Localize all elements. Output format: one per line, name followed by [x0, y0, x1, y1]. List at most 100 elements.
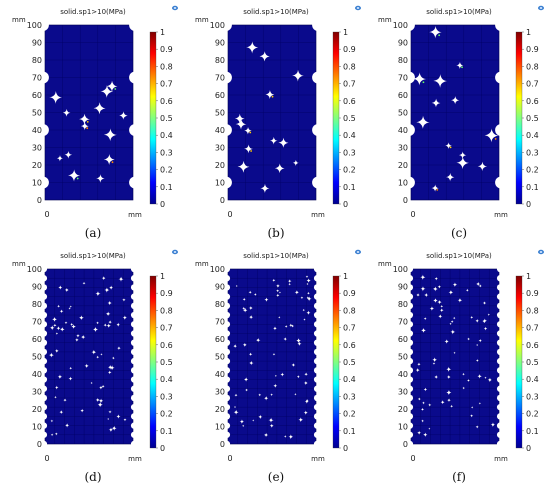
comsol-logo-icon [538, 5, 544, 11]
y-tick-label: 50 [398, 353, 408, 362]
x-tick-label: 0 [227, 210, 232, 219]
colorbar-tick-label: 0.9 [343, 289, 356, 298]
scalloped-edge [36, 19, 142, 189]
colorbar-tick-label: 0 [160, 200, 165, 209]
colorbar-tick-label: 1 [160, 28, 165, 37]
colorbar-tick-label: 0.6 [160, 97, 173, 106]
x-axis: 0 mm [227, 210, 325, 219]
y-tick-label: 60 [215, 91, 225, 100]
scalloped-edge [223, 265, 321, 448]
y-tick-label: 10 [32, 179, 42, 188]
y-tick-label: 90 [215, 39, 225, 48]
y-tick-label: 50 [398, 109, 408, 118]
comsol-logo-icon [172, 249, 178, 255]
y-tick-label: 70 [398, 318, 408, 327]
colorbar-tick-label: 0.8 [160, 62, 173, 71]
particle-grid [411, 25, 499, 200]
x-axis-unit: mm [128, 455, 142, 463]
void-pores [412, 25, 499, 192]
y-tick-label: 50 [215, 109, 225, 118]
panel-e: solid.sp1>10(MPa)mm010203040506070809010… [195, 249, 361, 484]
colorbar-tick-label: 0.2 [160, 410, 173, 419]
colorbar-tick-label: 0.1 [343, 183, 356, 192]
void-pores [48, 276, 128, 437]
colorbar-tick-label: 0.9 [160, 45, 173, 54]
panel-title: solid.sp1>10(MPa) [60, 8, 126, 16]
stress-domain [36, 19, 142, 201]
comsol-logo-icon [538, 249, 544, 255]
panel-c: solid.sp1>10(MPa)mm010203040506070809010… [378, 5, 544, 240]
colorbar-tick-label: 0.5 [343, 358, 356, 367]
x-tick-label: 0 [227, 454, 232, 463]
colorbar-tick-label: 0.3 [343, 148, 356, 157]
y-tick-label: 90 [32, 283, 42, 292]
colorbar-tick-label: 0.8 [343, 62, 356, 71]
colorbar-tick-label: 0.8 [526, 306, 539, 315]
y-tick-label: 80 [398, 56, 408, 65]
scalloped-edge [406, 265, 504, 448]
y-tick-label: 40 [32, 126, 42, 135]
panel-caption: (b) [267, 226, 284, 240]
x-axis-unit: mm [311, 211, 325, 219]
y-tick-label: 70 [32, 318, 42, 327]
y-axis: mm 0 10 20 30 40 50 60 70 80 90 100 [195, 260, 225, 449]
y-tick-label: 50 [32, 353, 42, 362]
y-axis-unit: mm [195, 260, 209, 268]
y-tick-label: 40 [215, 126, 225, 135]
y-tick-label: 90 [398, 283, 408, 292]
y-tick-label: 60 [215, 335, 225, 344]
void-pores [233, 275, 312, 440]
y-tick-label: 80 [398, 300, 408, 309]
colorbar-tick-label: 1 [526, 28, 531, 37]
y-tick-label: 10 [398, 179, 408, 188]
y-tick-label: 30 [215, 388, 225, 397]
colorbar-tick-label: 1 [343, 28, 348, 37]
colorbar-tick-label: 0.2 [343, 166, 356, 175]
y-tick-label: 80 [215, 300, 225, 309]
colorbar-tick-label: 0.8 [343, 306, 356, 315]
colorbar-tick-label: 0.7 [526, 324, 539, 333]
y-tick-label: 40 [32, 370, 42, 379]
colorbar-tick-label: 0.7 [343, 324, 356, 333]
y-tick-label: 0 [220, 440, 225, 449]
colorbar-tick-label: 0.2 [160, 166, 173, 175]
comsol-logo-icon [355, 249, 361, 255]
y-tick-label: 10 [215, 179, 225, 188]
y-axis: mm 0 10 20 30 40 50 60 70 80 90 100 [195, 16, 225, 205]
colorbar-tick-label: 1 [160, 272, 165, 281]
colorbar-tick-label: 0.9 [343, 45, 356, 54]
colorbar: 0 0.1 0.2 0.3 0.4 0.5 0.6 0.7 0.8 0.9 1 [515, 272, 539, 453]
colorbar-tick-label: 1 [343, 272, 348, 281]
y-tick-label: 10 [215, 423, 225, 432]
y-tick-label: 100 [393, 265, 408, 274]
y-tick-label: 100 [27, 21, 42, 30]
void-pores [49, 80, 128, 183]
colorbar-tick-label: 0.2 [343, 410, 356, 419]
x-tick-label: 0 [44, 454, 49, 463]
colorbar-tick-label: 0 [343, 444, 348, 453]
y-tick-label: 70 [215, 318, 225, 327]
y-tick-label: 60 [32, 335, 42, 344]
x-axis: 0 mm [44, 210, 142, 219]
colorbar-tick-label: 0.8 [526, 62, 539, 71]
colorbar-tick-label: 0.5 [526, 358, 539, 367]
colorbar-tick-label: 0.4 [343, 375, 356, 384]
particle-grid [45, 25, 133, 200]
y-tick-label: 30 [398, 144, 408, 153]
y-tick-label: 20 [32, 161, 42, 170]
panel-caption: (e) [268, 470, 284, 484]
y-tick-label: 0 [220, 196, 225, 205]
panel-title: solid.sp1>10(MPa) [60, 252, 126, 260]
y-tick-label: 100 [27, 265, 42, 274]
y-tick-label: 40 [398, 370, 408, 379]
y-tick-label: 40 [398, 126, 408, 135]
stress-domain [219, 19, 325, 201]
y-tick-label: 80 [32, 300, 42, 309]
colorbar-tick-label: 0.6 [160, 341, 173, 350]
y-tick-label: 30 [32, 388, 42, 397]
panel-d: solid.sp1>10(MPa)mm010203040506070809010… [12, 249, 178, 484]
colorbar-tick-label: 0.4 [526, 131, 539, 140]
colorbar-tick-label: 0.4 [160, 375, 173, 384]
colorbar-tick-label: 0.7 [160, 80, 173, 89]
stress-domain [223, 265, 321, 448]
